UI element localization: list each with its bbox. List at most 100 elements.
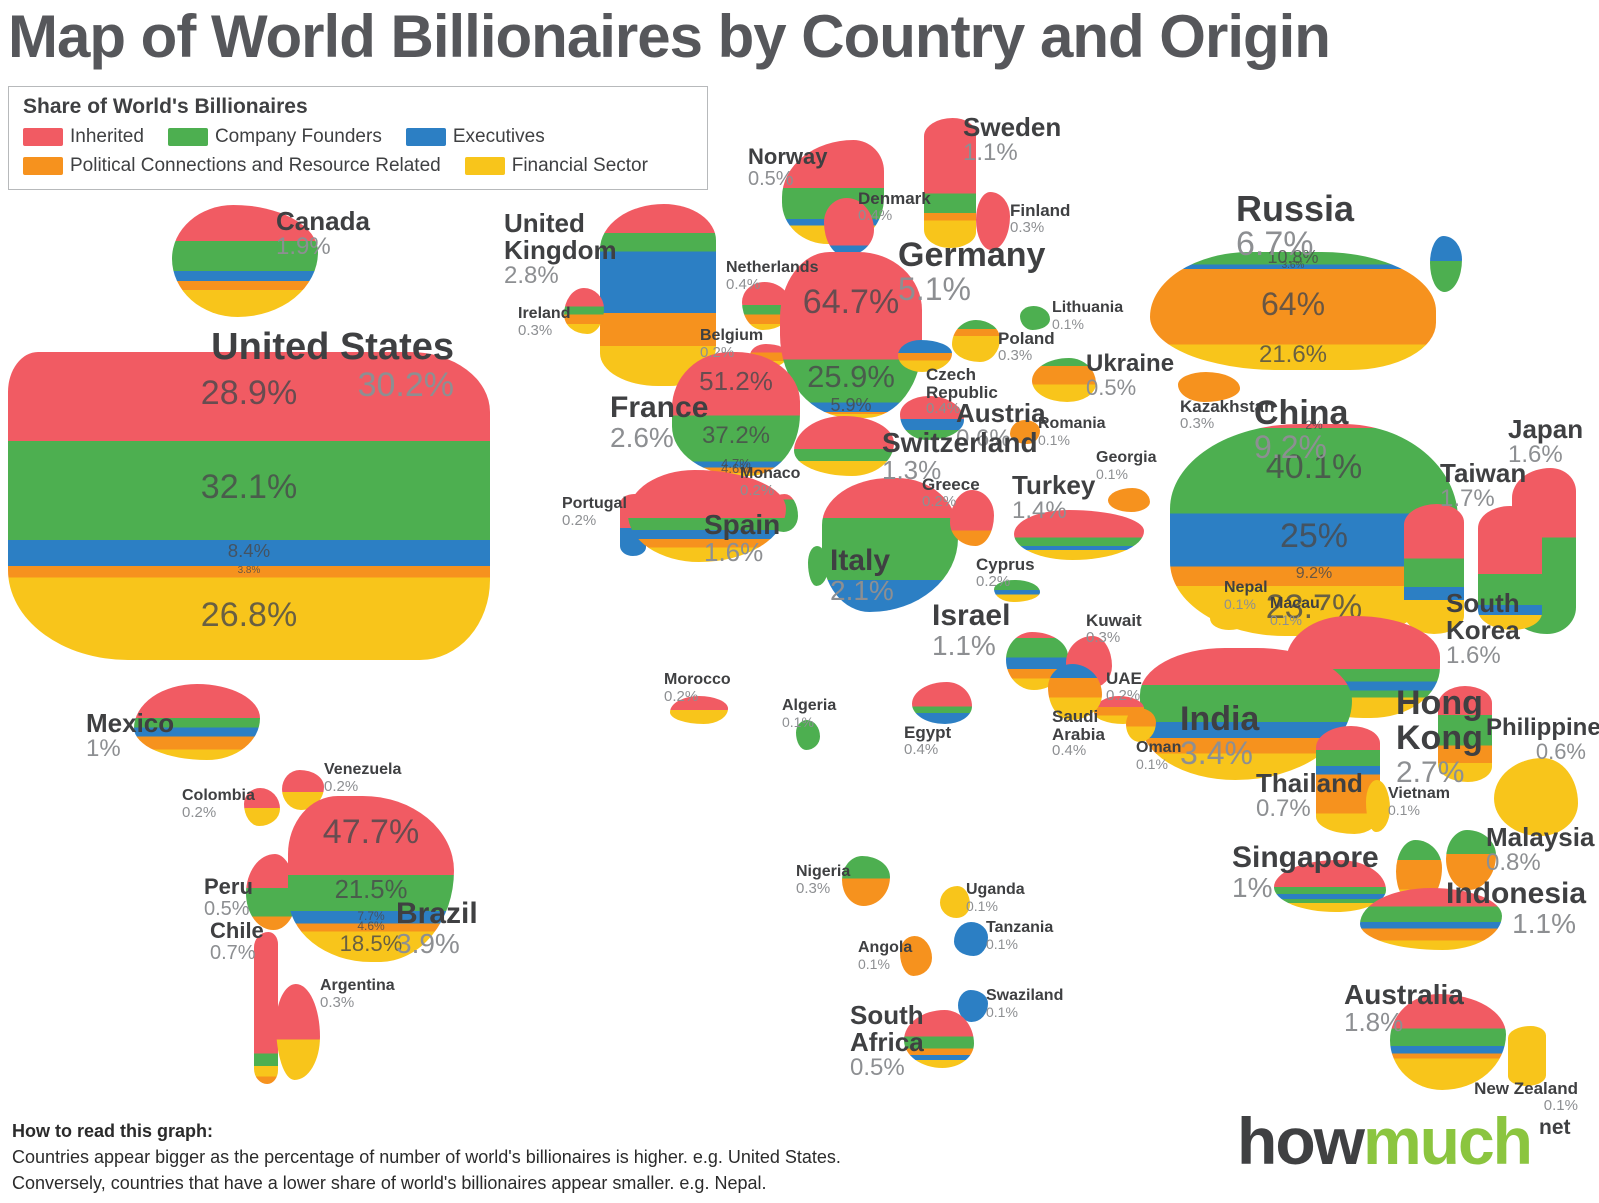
- map-decor-shape[interactable]: [1494, 758, 1578, 836]
- legend-item-political-connections-and-resource-related: Political Connections and Resource Relat…: [23, 155, 441, 177]
- country-shape-chile[interactable]: [254, 932, 278, 1084]
- country-share: 1.7%: [1440, 485, 1495, 513]
- country-shape-algeria[interactable]: [796, 720, 820, 750]
- country-share: 3.9%: [396, 928, 460, 960]
- country-label-monaco: Monaco 0.2%: [740, 465, 800, 498]
- legend-item-company-founders: Company Founders: [167, 126, 382, 148]
- country-shape-georgia[interactable]: [1108, 488, 1150, 512]
- stripe-value-label: 4.6%: [357, 919, 385, 934]
- country-name: Malaysia: [1486, 822, 1595, 852]
- country-shape-lithuania[interactable]: [1020, 306, 1050, 330]
- country-name: Australia: [1344, 979, 1464, 1010]
- country-shape-ukraine[interactable]: [1032, 358, 1096, 402]
- country-shape-ireland[interactable]: [564, 288, 604, 334]
- country-name: Belgium: [700, 327, 764, 344]
- country-shape-germany[interactable]: 64.7% 25.9% 5.9%: [780, 252, 922, 418]
- country-shape-taiwan[interactable]: [1404, 504, 1464, 634]
- country-label-venezuela: Venezuela 0.2%: [324, 761, 401, 794]
- country-share: 6.7%: [1236, 225, 1314, 264]
- country-shape-united-kingdom[interactable]: [600, 204, 716, 386]
- country-share: 0.5%: [204, 897, 250, 920]
- country-shape-brazil[interactable]: 47.7% 21.5% 7.7% 4.6% 18.5%: [288, 796, 454, 962]
- country-label-poland: Poland 0.3%: [998, 330, 1055, 363]
- country-shape-oman[interactable]: [1126, 708, 1156, 742]
- country-shape-philippines[interactable]: [1438, 686, 1492, 782]
- country-shape-czech-republic[interactable]: [898, 340, 952, 372]
- country-name: Turkey: [1012, 470, 1096, 500]
- stripe-value-label: 4.7%: [721, 455, 751, 471]
- country-shape-turkey[interactable]: [1014, 510, 1144, 560]
- country-name: Vietnam: [1388, 785, 1450, 802]
- country-name: Singapore: [1232, 841, 1379, 874]
- country-shape-indonesia[interactable]: [1360, 888, 1502, 950]
- country-shape-malaysia[interactable]: [1446, 830, 1496, 890]
- country-label-germany: Germany 5.1%: [898, 237, 1045, 307]
- country-shape-singapore[interactable]: [1274, 860, 1386, 912]
- stripe-value-label: 32.1%: [200, 468, 298, 507]
- country-shape-colombia[interactable]: [244, 788, 280, 826]
- country-share: 0.4%: [726, 275, 761, 293]
- country-name: Macau: [1270, 595, 1320, 612]
- country-label-uae: UAE 0.2%: [1106, 670, 1142, 703]
- country-share: 0.3%: [796, 879, 831, 897]
- country-label-taiwan: Taiwan 1.7%: [1440, 459, 1526, 513]
- country-shape-angola[interactable]: [900, 936, 932, 976]
- country-shape-egypt[interactable]: [912, 682, 972, 724]
- country-shape-canada[interactable]: [172, 205, 318, 317]
- country-shape-romania[interactable]: [1010, 420, 1040, 444]
- country-shape-nigeria[interactable]: [842, 856, 890, 906]
- stripe-value-label: 51.2%: [699, 366, 773, 397]
- country-shape-cyprus[interactable]: [994, 580, 1040, 602]
- country-shape-spain[interactable]: [628, 470, 786, 562]
- country-share: 0.1%: [1038, 431, 1070, 448]
- legend-label: Political Connections and Resource Relat…: [70, 155, 441, 176]
- country-shape-kazakhstan[interactable]: [1178, 372, 1240, 402]
- country-shape-greece[interactable]: [950, 490, 994, 546]
- country-share: 0.4%: [1052, 742, 1087, 760]
- country-shape-finland[interactable]: [976, 192, 1010, 250]
- country-share: 0.1%: [966, 897, 998, 914]
- country-name: Denmark: [858, 189, 931, 208]
- country-shape-uganda[interactable]: [940, 886, 970, 918]
- country-name: Ukraine: [1086, 350, 1175, 377]
- country-shape-south-africa[interactable]: [904, 1010, 974, 1068]
- footer-line-2: Conversely, countries that have a lower …: [12, 1173, 767, 1194]
- country-shape-nepal[interactable]: [1210, 608, 1252, 630]
- country-label-sweden: Sweden 1.1%: [963, 113, 1061, 166]
- country-shape-poland[interactable]: [952, 320, 1000, 362]
- map-decor-shape[interactable]: [1430, 236, 1462, 292]
- country-shape-morocco[interactable]: [670, 696, 728, 724]
- country-name: Tanzania: [986, 919, 1054, 936]
- legend-item-financial-sector: Financial Sector: [464, 155, 648, 177]
- stripe-value-label: 25%: [1279, 517, 1349, 556]
- country-shape-sweden[interactable]: [924, 118, 976, 248]
- country-shape-russia[interactable]: 10.8% 3.6% 64% 21.6%: [1150, 248, 1436, 370]
- country-shape-tanzania[interactable]: [954, 922, 988, 956]
- country-shape-vietnam[interactable]: [1366, 780, 1390, 832]
- country-shape-peru[interactable]: [246, 854, 296, 930]
- country-share: 0.2%: [976, 572, 1011, 590]
- country-share: 0.1%: [858, 955, 890, 972]
- country-label-australia: Australia 1.8%: [1344, 980, 1464, 1036]
- country-label-tanzania: Tanzania 0.1%: [986, 919, 1054, 951]
- country-name: Swaziland: [986, 987, 1064, 1004]
- country-name: India: [1180, 700, 1260, 738]
- country-name: Georgia: [1096, 449, 1157, 466]
- country-label-argentina: Argentina 0.3%: [320, 977, 395, 1010]
- country-shape-australia[interactable]: [1390, 994, 1506, 1090]
- country-name: Morocco: [664, 671, 731, 688]
- country-shape-mexico[interactable]: [134, 684, 260, 760]
- country-shape-austria[interactable]: [900, 396, 964, 440]
- country-shape-saudi-arabia[interactable]: [1048, 664, 1102, 720]
- country-shape-denmark[interactable]: [824, 198, 874, 256]
- country-shape-switzerland[interactable]: [794, 416, 894, 476]
- country-label-uganda: Uganda 0.1%: [966, 881, 1025, 914]
- stripe-value-label: 7.7%: [357, 909, 385, 924]
- country-label-ukraine: Ukraine 0.5%: [1086, 350, 1175, 400]
- country-shape-france[interactable]: 51.2% 37.2% 4.7% 4.6%: [672, 352, 800, 476]
- country-shape-united-states[interactable]: 28.9% 32.1% 8.4% 3.8% 26.8%: [8, 352, 490, 660]
- country-shape-new-zealand[interactable]: [1508, 1026, 1546, 1086]
- country-shape-south-korea[interactable]: [1478, 506, 1542, 630]
- country-shape-argentina[interactable]: [276, 984, 320, 1080]
- legend-label: Executives: [452, 126, 545, 147]
